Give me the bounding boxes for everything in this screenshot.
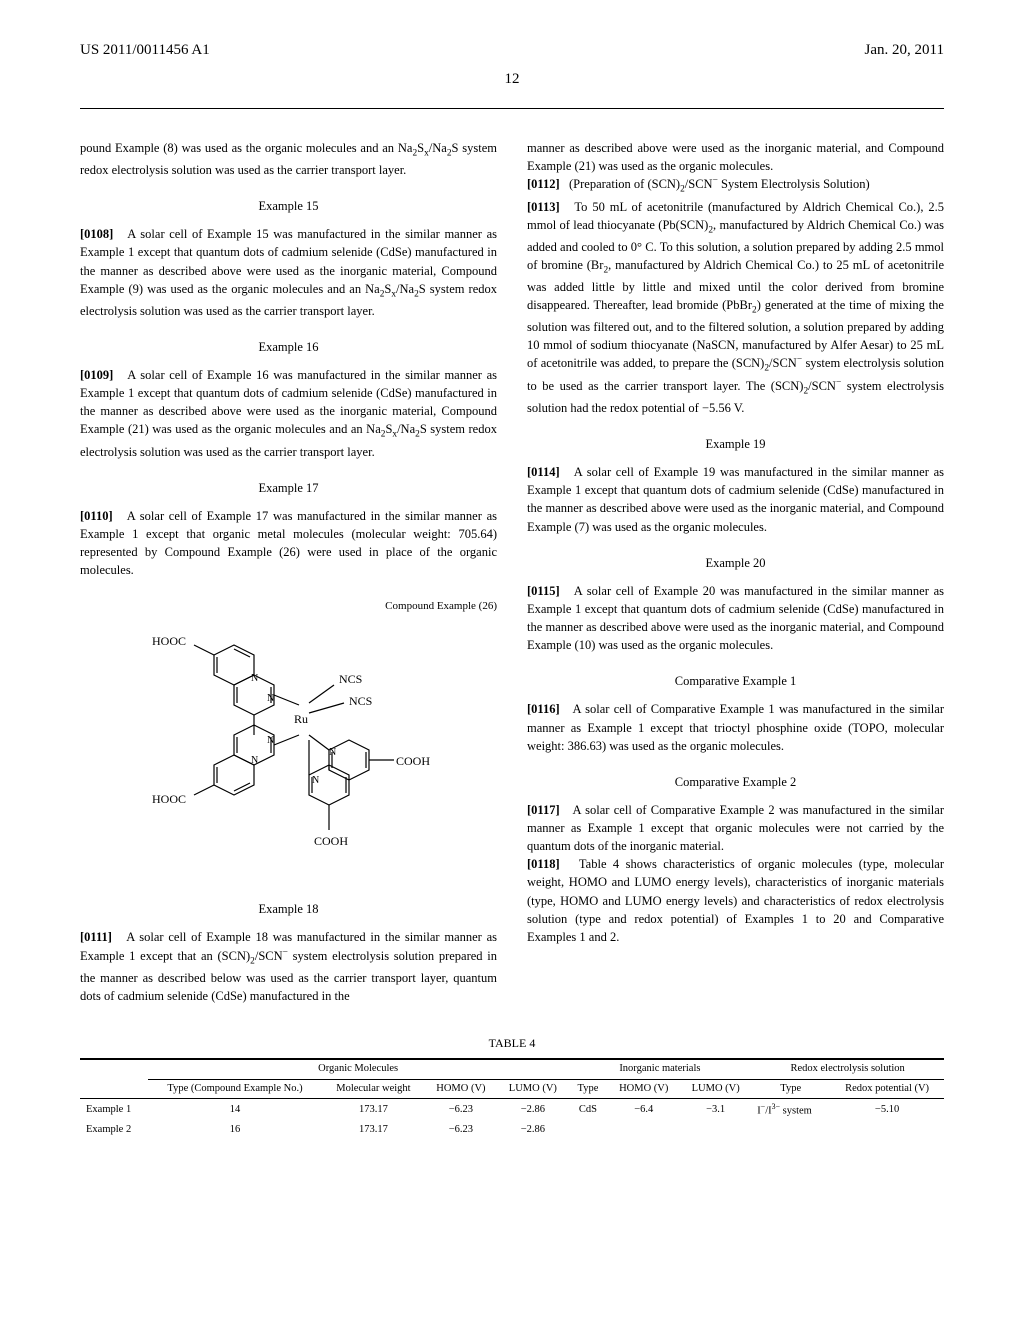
publication-number: US 2011/0011456 A1: [80, 40, 210, 61]
group-header-organic: Organic Molecules: [148, 1059, 569, 1079]
table-cell: [607, 1121, 680, 1140]
ncs-label: NCS: [349, 694, 372, 708]
table-cell: [568, 1121, 607, 1140]
comparative-example-1-title: Comparative Example 1: [527, 672, 944, 690]
table-4-section: TABLE 4 Organic Molecules Inorganic mate…: [80, 1035, 944, 1140]
page-number: 12: [80, 69, 944, 90]
paragraph-112: [0112] (Preparation of (SCN)2/SCN− Syste…: [527, 175, 944, 197]
paragraph-115: [0115] A solar cell of Example 20 was ma…: [527, 582, 944, 655]
example-18-title: Example 18: [80, 900, 497, 918]
ncs-label: NCS: [339, 672, 362, 686]
table-4: Organic Molecules Inorganic materials Re…: [80, 1058, 944, 1140]
n-label: N: [267, 735, 274, 746]
paragraph-110: [0110] A solar cell of Example 17 was ma…: [80, 507, 497, 580]
paragraph-118: [0118] Table 4 shows characteristics of …: [527, 855, 944, 946]
table-row: Example 1 14 173.17 −6.23 −2.86 CdS −6.4…: [80, 1099, 944, 1122]
table-cell: [751, 1121, 830, 1140]
paragraph-114: [0114] A solar cell of Example 19 was ma…: [527, 463, 944, 536]
col-header: Type (Compound Example No.): [148, 1079, 322, 1099]
example-15-title: Example 15: [80, 197, 497, 215]
table-cell: −3.1: [680, 1099, 751, 1122]
col-header: HOMO (V): [425, 1079, 498, 1099]
col-header: Molecular weight: [322, 1079, 424, 1099]
table-cell: −2.86: [497, 1121, 568, 1140]
comparative-example-2-title: Comparative Example 2: [527, 773, 944, 791]
table-cell: 14: [148, 1099, 322, 1122]
table-cell: CdS: [568, 1099, 607, 1122]
page-header: US 2011/0011456 A1 Jan. 20, 2011: [80, 40, 944, 61]
table-cell: −6.23: [425, 1121, 498, 1140]
table-cell: [680, 1121, 751, 1140]
table-cell: 16: [148, 1121, 322, 1140]
n-label: N: [312, 775, 319, 786]
header-divider: [80, 108, 944, 109]
n-label: N: [251, 755, 258, 766]
paragraph-117: [0117] A solar cell of Comparative Examp…: [527, 801, 944, 855]
col-header: LUMO (V): [497, 1079, 568, 1099]
paragraph-109: [0109] A solar cell of Example 16 was ma…: [80, 366, 497, 461]
col-header: Type: [568, 1079, 607, 1099]
group-header-inorganic: Inorganic materials: [568, 1059, 751, 1079]
example-16-title: Example 16: [80, 338, 497, 356]
table-cell: Example 2: [80, 1121, 148, 1140]
col-header: Redox potential (V): [830, 1079, 944, 1099]
group-header-redox: Redox electrolysis solution: [751, 1059, 944, 1079]
table-cell: −6.4: [607, 1099, 680, 1122]
ru-label: Ru: [294, 712, 308, 726]
left-column: pound Example (8) was used as the organi…: [80, 139, 497, 1005]
n-label: N: [251, 673, 258, 684]
hooc-label: HOOC: [152, 792, 186, 806]
paragraph-111: [0111] A solar cell of Example 18 was ma…: [80, 928, 497, 1005]
n-label: N: [267, 693, 274, 704]
table-cell: Example 1: [80, 1099, 148, 1122]
example-19-title: Example 19: [527, 435, 944, 453]
paragraph-107-cont: pound Example (8) was used as the organi…: [80, 139, 497, 179]
table-cell: −5.10: [830, 1099, 944, 1122]
paragraph-116: [0116] A solar cell of Comparative Examp…: [527, 700, 944, 754]
col-header: Type: [751, 1079, 830, 1099]
col-header: LUMO (V): [680, 1079, 751, 1099]
table-caption: TABLE 4: [80, 1035, 944, 1052]
publication-date: Jan. 20, 2011: [865, 40, 944, 61]
table-cell: −6.23: [425, 1099, 498, 1122]
cooh-label: COOH: [314, 834, 348, 848]
example-17-title: Example 17: [80, 479, 497, 497]
table-cell: 173.17: [322, 1121, 424, 1140]
table-cell: 173.17: [322, 1099, 424, 1122]
right-column: manner as described above were used as t…: [527, 139, 944, 1005]
table-cell: [830, 1121, 944, 1140]
table-cell: −2.86: [497, 1099, 568, 1122]
example-20-title: Example 20: [527, 554, 944, 572]
compound-26-label: Compound Example (26): [80, 599, 497, 615]
paragraph-108: [0108] A solar cell of Example 15 was ma…: [80, 225, 497, 320]
table-cell: I−/I3− system: [751, 1099, 830, 1122]
col-header: [80, 1079, 148, 1099]
hooc-label: HOOC: [152, 634, 186, 648]
two-column-layout: pound Example (8) was used as the organi…: [80, 139, 944, 1005]
table-row: Example 2 16 173.17 −6.23 −2.86: [80, 1121, 944, 1140]
cooh-label: COOH: [396, 754, 430, 768]
n-label: N: [329, 747, 336, 758]
chemical-structure-compound-26: HOOC HOOC COOH COOH NCS NCS Ru N N N N N…: [80, 625, 497, 880]
col-header: HOMO (V): [607, 1079, 680, 1099]
paragraph-113: [0113] To 50 mL of acetonitrile (manufac…: [527, 198, 944, 418]
paragraph-111-cont: manner as described above were used as t…: [527, 139, 944, 175]
